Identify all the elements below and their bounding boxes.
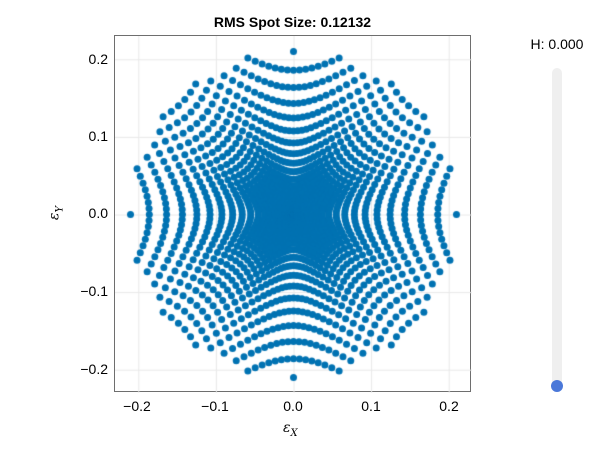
y-tick-label: 0.2 xyxy=(88,51,108,67)
x-tick-label: 0.1 xyxy=(361,398,381,414)
x-axis-label: εX xyxy=(283,420,298,439)
h-slider-track[interactable] xyxy=(552,68,562,390)
x-tick-label: −0.2 xyxy=(123,398,151,414)
y-tick-label: 0.1 xyxy=(88,128,108,144)
chart-title: RMS Spot Size: 0.12132 xyxy=(213,14,372,30)
y-axis-label: εY xyxy=(46,205,66,221)
x-tick-label: 0.2 xyxy=(439,398,459,414)
slider-value-label: H: 0.000 xyxy=(530,36,584,52)
h-slider-knob[interactable] xyxy=(551,380,563,392)
y-tick-label: −0.1 xyxy=(80,283,108,299)
y-tick-label: −0.2 xyxy=(80,361,108,377)
x-tick-label: 0.0 xyxy=(283,398,303,414)
x-tick-label: −0.1 xyxy=(201,398,229,414)
spot-diagram-canvas xyxy=(115,36,472,393)
plot-area xyxy=(114,35,472,393)
y-tick-label: 0.0 xyxy=(88,205,108,221)
